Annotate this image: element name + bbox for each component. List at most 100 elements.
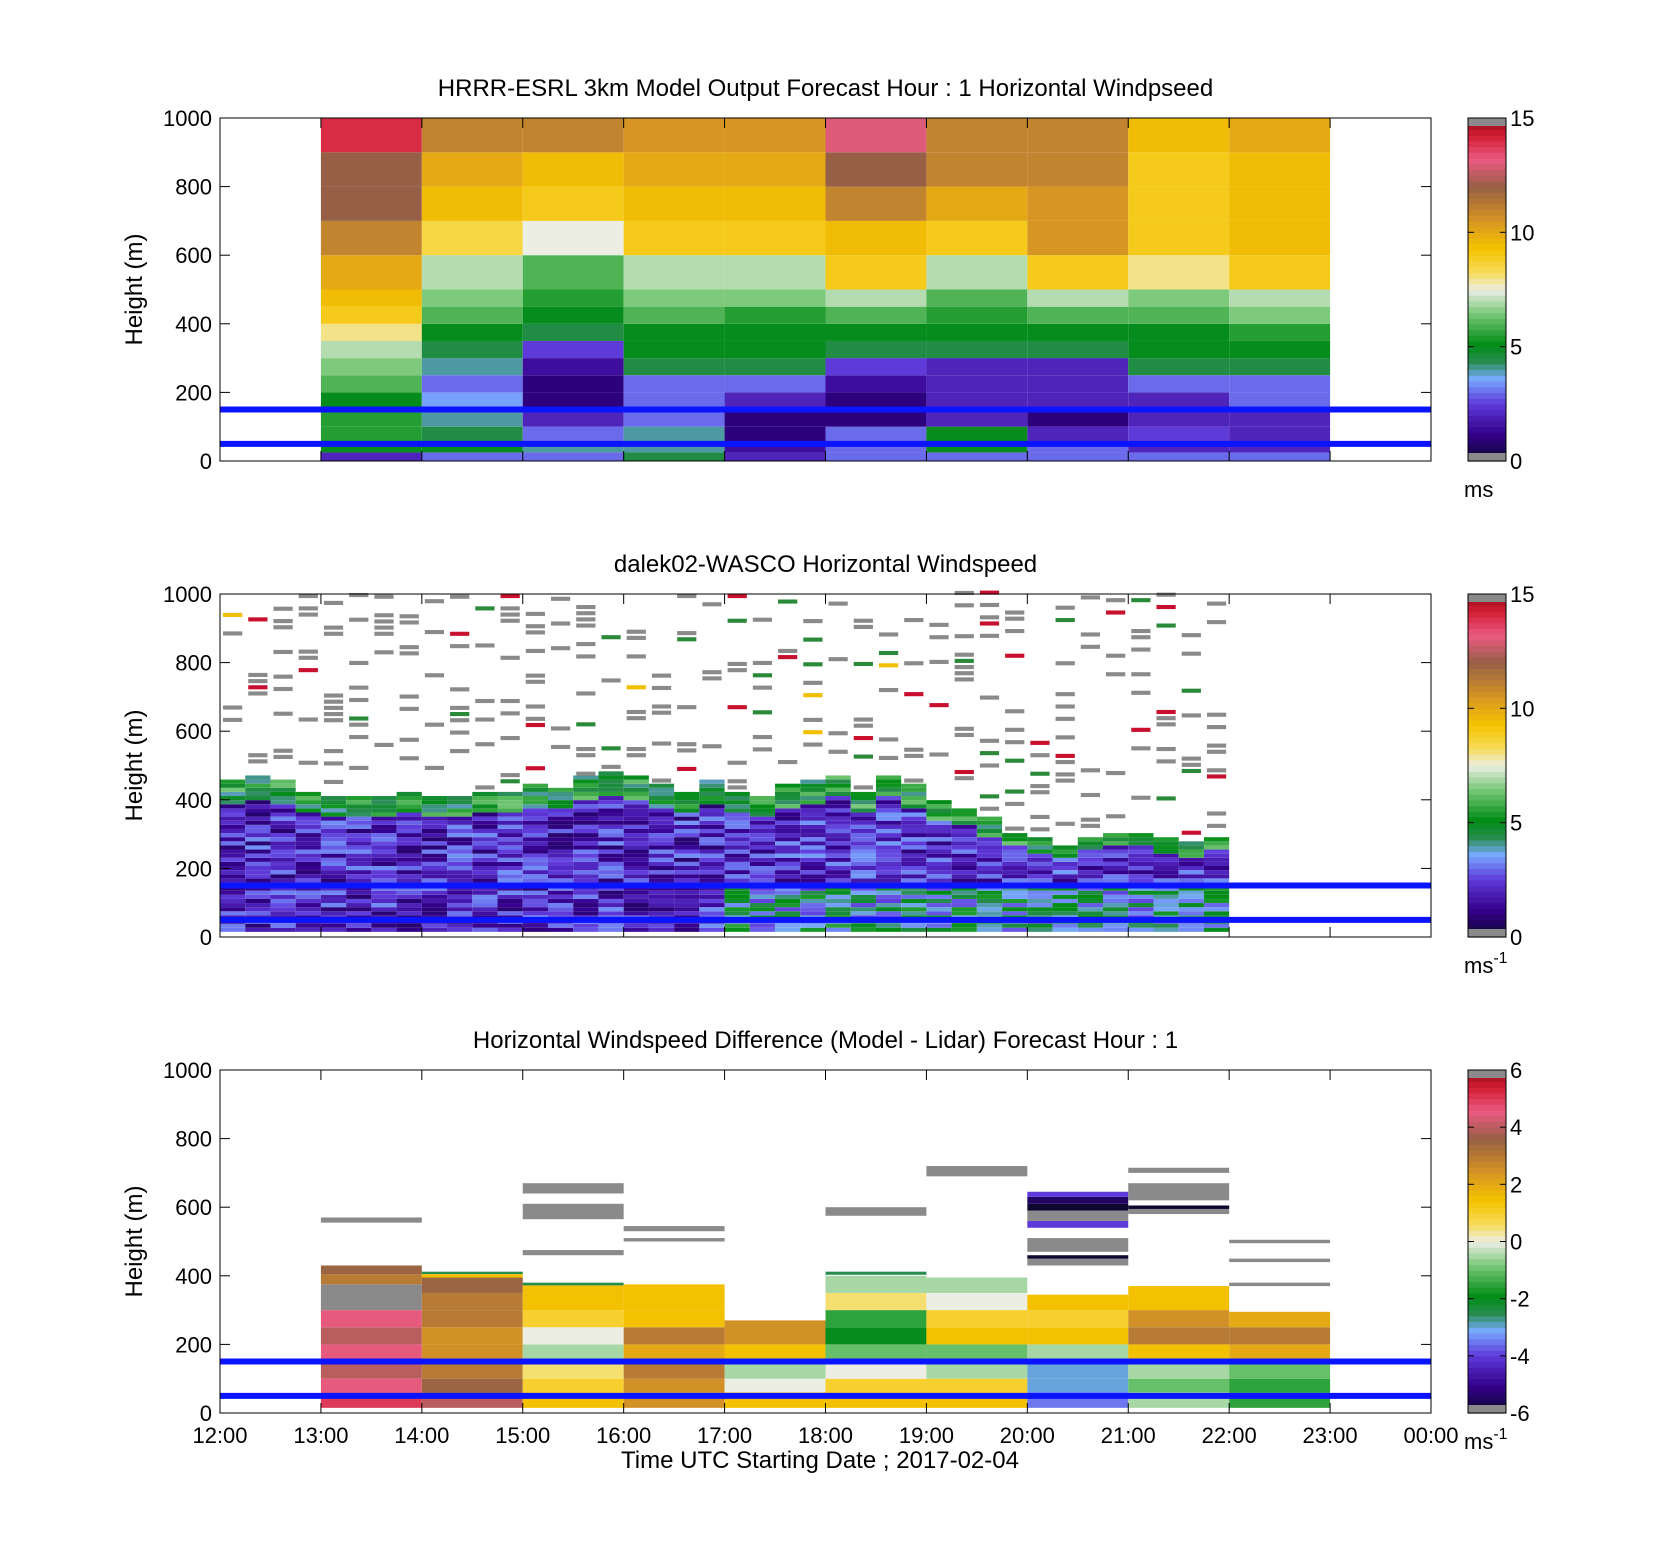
heatmap-cell xyxy=(926,903,952,908)
heatmap-cell xyxy=(447,890,473,895)
heatmap-cell xyxy=(223,612,243,617)
heatmap-cell xyxy=(475,785,495,790)
x-axis-label: Time UTC Starting Date ; 2017-02-04 xyxy=(621,1447,1019,1474)
heatmap-cell xyxy=(825,820,851,825)
heatmap-cell xyxy=(699,861,725,866)
heatmap-cell xyxy=(1229,1258,1331,1263)
heatmap-cell xyxy=(749,812,776,817)
heatmap-cell xyxy=(702,670,722,675)
heatmap-cell xyxy=(825,452,927,461)
heatmap-cell xyxy=(850,890,876,895)
heatmap-cell xyxy=(573,898,599,904)
heatmap-cell xyxy=(1027,927,1053,932)
heatmap-cell xyxy=(295,874,321,879)
heatmap-cell xyxy=(901,841,927,846)
heatmap-cell xyxy=(598,787,624,792)
heatmap-cell xyxy=(976,824,1003,829)
heatmap-cell xyxy=(901,812,927,817)
heatmap-cell xyxy=(976,865,1003,871)
heatmap-cell xyxy=(573,857,599,862)
colorbar-segment xyxy=(1468,628,1506,635)
heatmap-cell xyxy=(1002,861,1028,866)
heatmap-cell xyxy=(220,923,246,928)
heatmap-cell xyxy=(699,816,725,821)
heatmap-cell xyxy=(1005,610,1025,615)
heatmap-cell xyxy=(724,1320,826,1345)
heatmap-cell xyxy=(573,783,599,788)
colorbar-segment xyxy=(1468,386,1506,393)
heatmap-cell xyxy=(598,824,624,829)
heatmap-cell xyxy=(421,118,523,153)
heatmap-cell xyxy=(749,849,776,854)
heatmap-cell xyxy=(1080,632,1101,637)
colorbar-tick-label: 5 xyxy=(1510,811,1522,836)
heatmap-cell xyxy=(1052,865,1078,871)
colorbar-segment xyxy=(1468,352,1506,359)
heatmap-cell xyxy=(346,833,372,838)
heatmap-cell xyxy=(976,927,1003,932)
heatmap-cell xyxy=(951,837,977,842)
heatmap-cell xyxy=(623,828,649,834)
heatmap-cell xyxy=(699,833,725,838)
heatmap-cell xyxy=(522,816,548,821)
heatmap-cell xyxy=(1178,886,1204,891)
heatmap-cell xyxy=(295,878,321,883)
colorbar-tick-label: 6 xyxy=(1510,1058,1522,1083)
heatmap-cell xyxy=(598,775,624,780)
heatmap-cell xyxy=(576,617,596,622)
heatmap-cell xyxy=(447,911,473,916)
heatmap-cell xyxy=(699,837,725,842)
heatmap-cell xyxy=(598,771,624,776)
heatmap-cell xyxy=(724,878,750,883)
heatmap-cell xyxy=(1005,826,1025,831)
heatmap-cell xyxy=(371,878,397,883)
heatmap-cell xyxy=(248,617,268,622)
heatmap-cell xyxy=(1131,795,1151,800)
colorbar-segment xyxy=(1468,834,1506,841)
heatmap-cell xyxy=(1027,1327,1129,1345)
heatmap-cell xyxy=(598,845,624,850)
heatmap-cell xyxy=(1178,845,1204,850)
heatmap-cell xyxy=(901,874,927,879)
heatmap-cell xyxy=(901,783,927,788)
heatmap-cell xyxy=(396,833,422,838)
heatmap-cell xyxy=(295,923,321,928)
heatmap-cell xyxy=(270,861,296,866)
heatmap-cell xyxy=(497,837,523,842)
heatmap-cell xyxy=(1128,118,1230,153)
heatmap-cell xyxy=(1128,255,1230,290)
heatmap-cell xyxy=(1206,749,1227,754)
heatmap-cell xyxy=(724,255,826,290)
heatmap-cell xyxy=(270,787,296,792)
heatmap-cell xyxy=(349,697,369,703)
heatmap-cell xyxy=(1128,903,1154,908)
heatmap-cell xyxy=(497,861,523,866)
heatmap-cell xyxy=(245,787,271,792)
heatmap-cell xyxy=(601,635,621,640)
heatmap-cell xyxy=(248,672,268,678)
heatmap-cell xyxy=(245,800,271,805)
heatmap-cell xyxy=(699,804,725,809)
heatmap-cell xyxy=(724,837,750,842)
heatmap-cell xyxy=(803,730,823,735)
heatmap-cell xyxy=(421,845,448,850)
heatmap-cell xyxy=(295,804,321,809)
heatmap-cell xyxy=(1027,898,1053,904)
heatmap-cell xyxy=(522,1285,624,1293)
colorbar-segment xyxy=(1468,645,1506,652)
heatmap-cell xyxy=(447,800,473,805)
heatmap-cell xyxy=(472,874,498,879)
heatmap-cell xyxy=(1002,870,1028,875)
heatmap-cell xyxy=(825,255,927,290)
heatmap-cell xyxy=(500,594,520,599)
heatmap-cell xyxy=(979,633,1000,638)
heatmap-cell xyxy=(424,765,445,770)
heatmap-cell xyxy=(573,804,599,809)
heatmap-cell xyxy=(1203,857,1230,862)
heatmap-cell xyxy=(1027,340,1129,359)
heatmap-cell xyxy=(1005,628,1025,634)
heatmap-cell xyxy=(573,791,599,797)
heatmap-cell xyxy=(573,779,599,784)
heatmap-cell xyxy=(623,853,649,858)
colorbar-segment xyxy=(1468,1138,1506,1145)
